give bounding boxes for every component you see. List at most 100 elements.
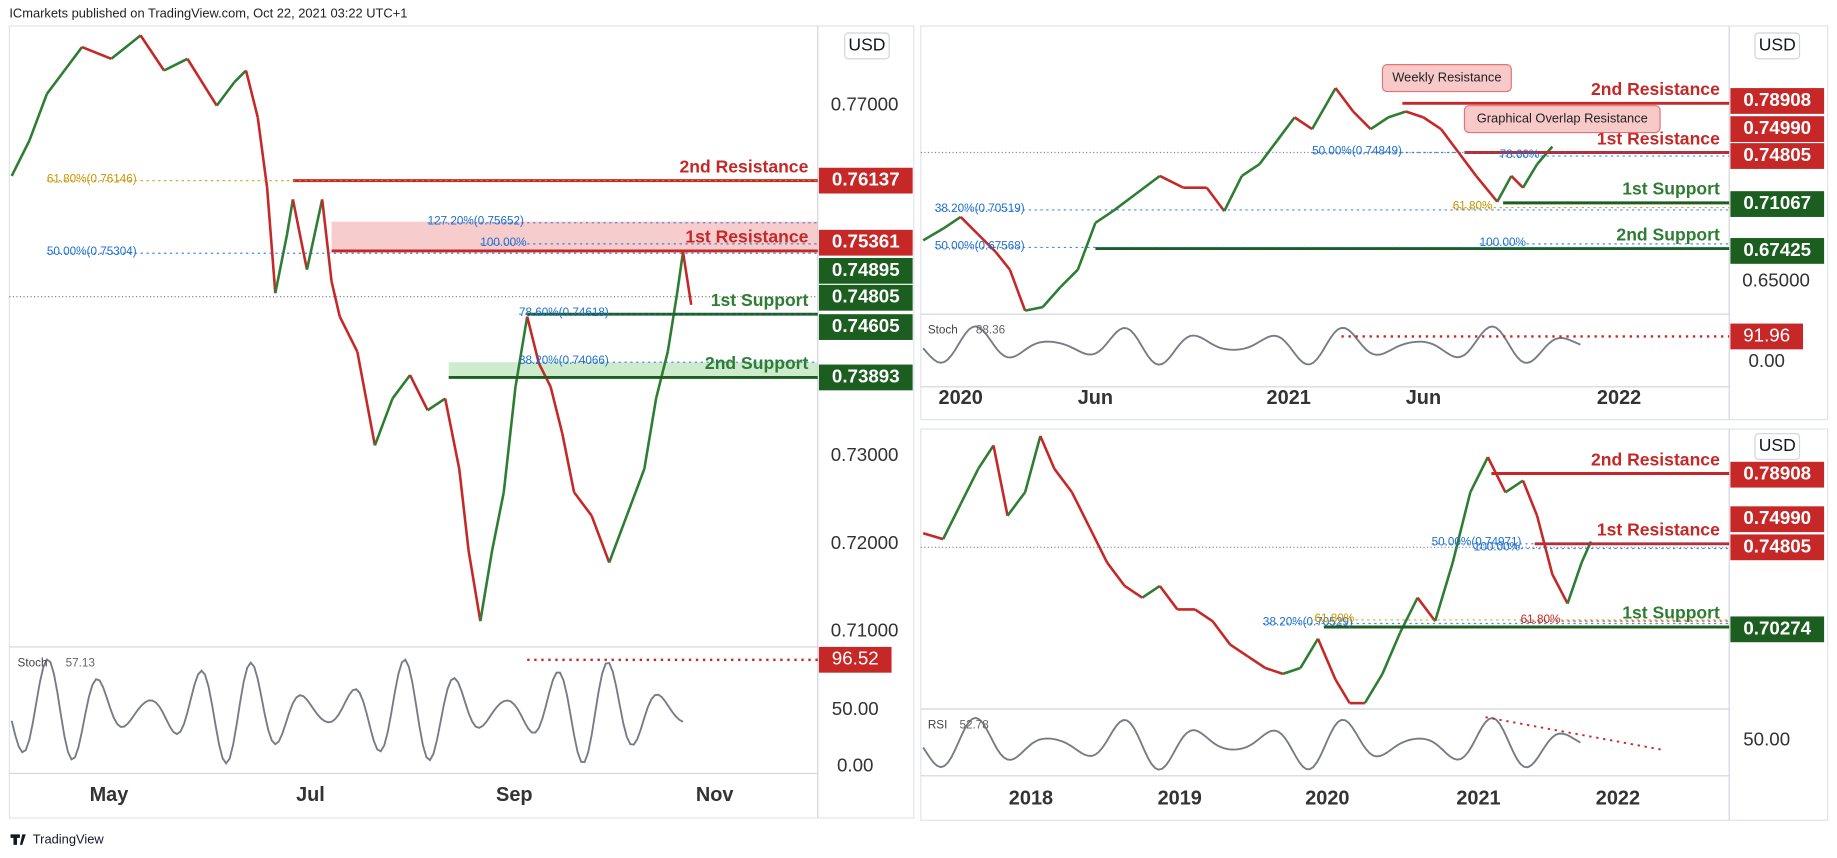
price-segment <box>1334 87 1355 113</box>
indicator-line <box>922 325 1581 366</box>
time-axis-label: 2020 <box>1305 787 1349 809</box>
fib-label: 61.80% <box>1521 613 1561 626</box>
trend-line <box>1485 716 1664 751</box>
price-segment <box>1076 222 1097 271</box>
price-segment <box>681 251 693 306</box>
price-segment <box>1363 673 1384 704</box>
price-axis-label: 0.72000 <box>831 532 899 553</box>
price-segment <box>1457 151 1478 177</box>
price-segment <box>373 398 394 446</box>
price-segment <box>1475 175 1499 203</box>
price-tag <box>1730 116 1825 142</box>
price-tag <box>1730 616 1825 643</box>
currency-box <box>1754 32 1801 60</box>
price-segment <box>1059 268 1079 289</box>
price-segment <box>625 468 646 517</box>
price-tag <box>1730 461 1825 488</box>
price-segment <box>1352 110 1372 130</box>
price-tag-text: 0.74805 <box>1743 144 1811 165</box>
price-segment <box>1316 638 1337 681</box>
price-segment <box>443 398 461 470</box>
price-segment <box>1521 163 1539 189</box>
price-tag-text: 0.78908 <box>1743 463 1811 484</box>
price-segment <box>291 199 309 270</box>
price-segment <box>994 251 1011 271</box>
price-segment <box>1112 192 1138 213</box>
price-segment <box>959 468 980 505</box>
level-label: 1st Resistance <box>685 227 808 247</box>
price-segment <box>233 69 247 84</box>
level-label: 1st Support <box>1622 179 1720 199</box>
fib-label: 100.00% <box>1480 236 1526 249</box>
price-segment <box>1211 620 1232 646</box>
price-segment <box>408 374 429 411</box>
price-segment <box>1433 562 1454 622</box>
price-segment <box>45 69 66 95</box>
price-segment <box>608 515 628 564</box>
time-axis-label: 2019 <box>1158 787 1202 809</box>
price-segment <box>1024 305 1043 312</box>
price-segment <box>675 251 685 294</box>
price-segment <box>1223 175 1244 212</box>
price-axis-label: 0.65000 <box>1742 269 1810 290</box>
time-axis-label: Jun <box>1406 387 1441 409</box>
time-axis-label: 2018 <box>1009 787 1053 809</box>
price-segment <box>163 57 189 72</box>
price-segment <box>356 351 377 446</box>
price-tag-text: 0.74895 <box>832 259 900 280</box>
level-label: 1st Resistance <box>1597 128 1720 148</box>
price-tag <box>818 257 913 284</box>
fib-label: 78.60%(0.74618) <box>519 306 609 319</box>
price-segment <box>1496 175 1513 203</box>
price-segment <box>1094 210 1114 224</box>
time-axis-label: 2022 <box>1596 787 1640 809</box>
price-segment <box>1405 110 1424 119</box>
price-segment <box>1293 116 1313 131</box>
price-segment <box>338 315 359 353</box>
indicator-axis-label: 0.00 <box>1748 350 1784 371</box>
fib-label: 38.20%(0.74066) <box>519 354 609 367</box>
time-axis-label: Jun <box>1078 387 1113 409</box>
indicator-value: 57.13 <box>66 656 95 669</box>
price-segment <box>514 316 529 388</box>
price-tag-text: 0.78908 <box>1743 89 1811 110</box>
indicator-value: 52.78 <box>960 718 989 731</box>
price-segment <box>1008 269 1027 312</box>
price-segment <box>502 386 517 493</box>
price-segment <box>320 199 333 282</box>
price-segment <box>977 233 997 254</box>
fib-label: 50.00%(0.75304) <box>47 245 137 258</box>
price-segment <box>525 316 541 364</box>
price-segment <box>1229 643 1249 658</box>
indicator-line <box>10 658 684 765</box>
price-segment <box>1416 596 1437 622</box>
fib-label: 100.00% <box>480 236 526 249</box>
price-segment <box>467 550 482 622</box>
indicator-tag-text: 96.52 <box>832 648 879 669</box>
price-segment <box>922 532 944 541</box>
price-segment <box>1387 110 1407 119</box>
price-segment <box>1311 87 1337 130</box>
annotation-box <box>1381 64 1512 93</box>
price-segment <box>186 58 218 107</box>
annotation-box <box>1463 105 1661 134</box>
price-segment <box>666 292 679 352</box>
price-axis-label: 0.73000 <box>831 444 899 465</box>
price-tag <box>1730 506 1825 533</box>
price-segment <box>1053 468 1074 494</box>
price-segment <box>1123 584 1143 599</box>
level-label: 2nd Resistance <box>1591 79 1720 99</box>
time-axis-label: 2022 <box>1597 387 1641 409</box>
price-segment <box>1041 286 1062 309</box>
indicator-tag <box>1730 323 1804 350</box>
price-segment <box>1194 608 1214 623</box>
price-segment <box>1159 174 1184 189</box>
price-tag-text: 0.76137 <box>832 169 900 190</box>
price-segment <box>1422 116 1442 131</box>
price-segment <box>1006 491 1027 517</box>
indicator-name: RSI <box>928 718 948 731</box>
zone <box>331 221 818 251</box>
header: ICmarkets published on TradingView.com, … <box>9 6 407 21</box>
